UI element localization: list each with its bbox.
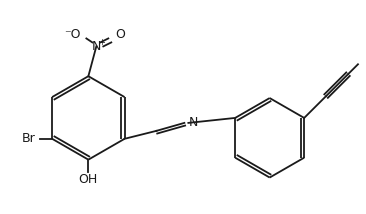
Text: O: O [115,28,125,41]
Text: Br: Br [21,132,35,145]
Text: OH: OH [79,173,98,186]
Text: ⁻O: ⁻O [64,28,81,41]
Text: N: N [92,40,101,53]
Text: +: + [98,38,105,47]
Text: N: N [188,116,198,129]
